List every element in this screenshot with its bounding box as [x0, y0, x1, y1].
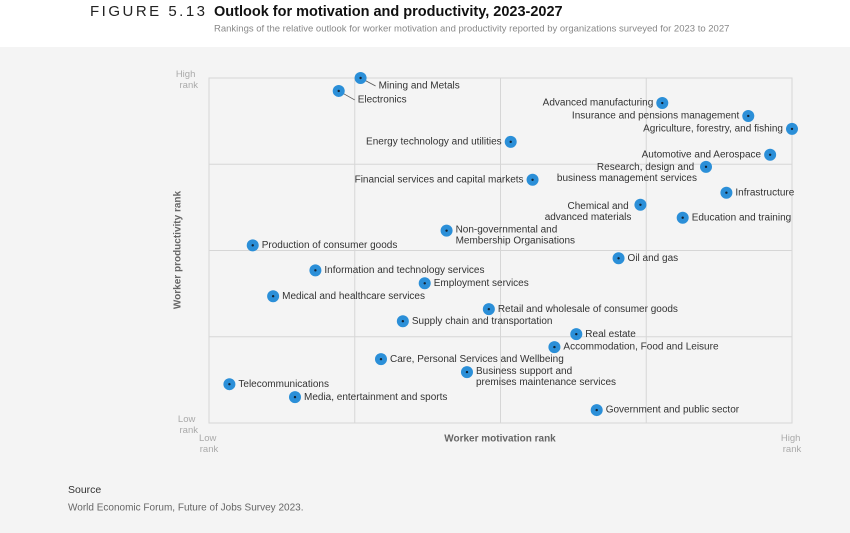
point-label: Production of consumer goods: [262, 240, 398, 251]
point-center: [228, 382, 231, 386]
point-center: [401, 320, 405, 323]
point-center: [661, 101, 664, 105]
source-heading: Source: [68, 484, 101, 496]
y-tick-label: High rank: [176, 69, 198, 91]
point-center: [251, 244, 254, 247]
point-center: [531, 178, 534, 181]
point-center: [639, 203, 642, 206]
point-label: Telecommunications: [238, 379, 329, 390]
x-tick-label: Low rank: [199, 433, 219, 455]
point-label: Energy technology and utilities: [366, 136, 502, 147]
point-center: [553, 345, 556, 349]
figure-label: FIGURE 5.13: [90, 3, 208, 20]
point-center: [314, 269, 317, 272]
point-label: Accommodation, Food and Leisure: [563, 342, 719, 353]
point-center: [747, 114, 750, 118]
point-label: Financial services and capital markets: [355, 174, 524, 185]
point-label: Care, Personal Services and Wellbeing: [390, 354, 564, 365]
point-label: Media, entertainment and sports: [304, 392, 447, 403]
point-center: [271, 295, 275, 298]
point-center: [704, 165, 708, 169]
point-center: [445, 229, 448, 232]
point-center: [790, 127, 794, 131]
x-tick-label: High rank: [781, 433, 803, 455]
point-center: [487, 307, 491, 311]
point-center: [768, 153, 772, 156]
point-center: [681, 216, 684, 219]
point-center: [337, 89, 340, 93]
point-center: [725, 191, 728, 194]
point-label: Education and training: [692, 212, 792, 223]
point-center: [379, 357, 383, 361]
point-center: [575, 332, 578, 336]
point-label: Government and public sector: [606, 405, 740, 416]
point-label: Research, design and business management…: [557, 161, 697, 183]
source-text: World Economic Forum, Future of Jobs Sur…: [68, 503, 303, 514]
point-label: Retail and wholesale of consumer goods: [498, 304, 678, 315]
point-center: [595, 408, 598, 412]
point-label: Advanced manufacturing: [543, 98, 654, 109]
point-label: Business support and premises maintenanc…: [476, 366, 616, 388]
point-label: Automotive and Aerospace: [642, 149, 762, 160]
point-center: [293, 395, 297, 399]
point-label: Non-governmental and Membership Organisa…: [456, 224, 576, 246]
point-label: Mining and Metals: [379, 81, 460, 92]
point-label: Employment services: [434, 278, 529, 289]
point-label: Chemical and advanced materials: [545, 200, 632, 222]
chart-subtitle: Rankings of the relative outlook for wor…: [214, 24, 729, 35]
point-label: Insurance and pensions management: [572, 111, 740, 122]
point-label: Real estate: [585, 329, 636, 340]
point-label: Agriculture, forestry, and fishing: [643, 124, 783, 135]
point-center: [465, 370, 469, 374]
point-label: Supply chain and transportation: [412, 316, 553, 327]
y-axis-title: Worker productivity rank: [173, 190, 184, 309]
y-tick-label: Low rank: [178, 414, 198, 436]
point-label: Electronics: [358, 95, 407, 106]
x-axis-title: Worker motivation rank: [444, 434, 556, 445]
point-center: [359, 76, 362, 80]
point-center: [509, 140, 512, 144]
point-center: [423, 282, 426, 285]
point-center: [617, 257, 620, 260]
point-label: Infrastructure: [735, 187, 794, 198]
point-label: Medical and healthcare services: [282, 291, 425, 302]
point-label: Oil and gas: [628, 253, 679, 264]
chart-title: Outlook for motivation and productivity,…: [214, 4, 563, 20]
point-label: Information and technology services: [324, 265, 484, 276]
